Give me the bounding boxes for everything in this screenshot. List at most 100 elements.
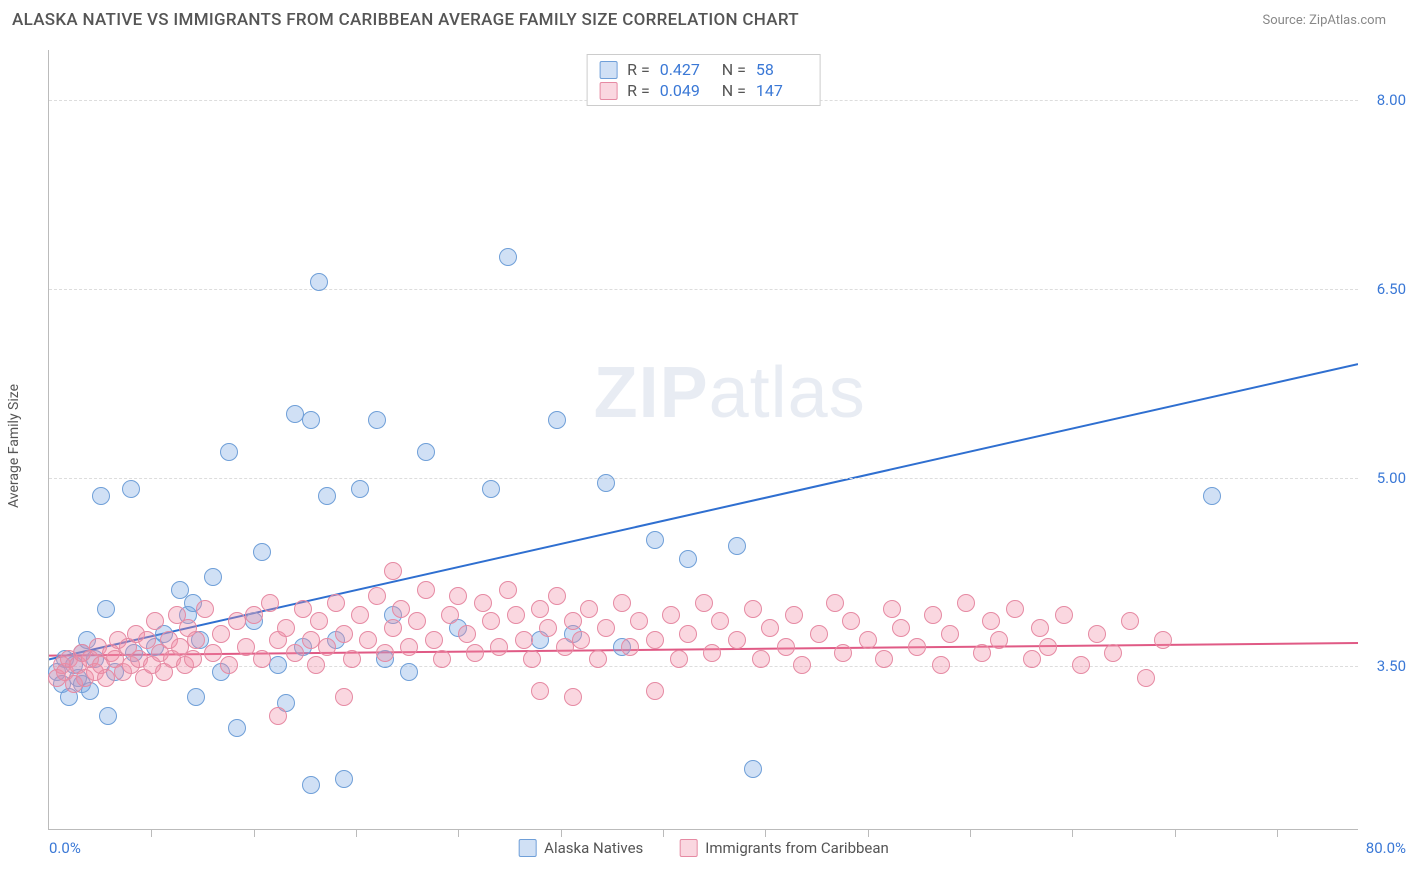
data-point — [883, 600, 901, 618]
data-point — [1023, 650, 1041, 668]
data-point — [269, 656, 287, 674]
data-point — [875, 650, 893, 668]
n-value: 58 — [756, 60, 808, 79]
x-tick — [151, 829, 152, 837]
data-point — [458, 625, 476, 643]
x-tick — [561, 829, 562, 837]
y-tick-label: 6.50 — [1362, 280, 1406, 298]
data-point — [548, 587, 566, 605]
r-label: R = — [627, 81, 650, 100]
data-point — [531, 682, 549, 700]
data-point — [196, 600, 214, 618]
data-point — [228, 719, 246, 737]
data-point — [228, 612, 246, 630]
data-point — [368, 587, 386, 605]
y-tick-label: 5.00 — [1362, 469, 1406, 487]
data-point — [368, 411, 386, 429]
data-point — [982, 612, 1000, 630]
data-point — [97, 669, 115, 687]
data-point — [957, 594, 975, 612]
data-point — [1072, 656, 1090, 674]
y-axis-title: Average Family Size — [6, 384, 22, 508]
data-point — [302, 776, 320, 794]
data-point — [1104, 644, 1122, 662]
data-point — [482, 480, 500, 498]
data-point — [474, 594, 492, 612]
data-point — [327, 594, 345, 612]
x-tick — [1175, 829, 1176, 837]
data-point — [359, 631, 377, 649]
legend-stat-row: R =0.427N =58 — [599, 59, 808, 80]
data-point — [703, 644, 721, 662]
data-point — [441, 606, 459, 624]
data-point — [646, 531, 664, 549]
data-point — [597, 474, 615, 492]
data-point — [204, 644, 222, 662]
data-point — [1031, 619, 1049, 637]
data-point — [122, 480, 140, 498]
chart-header: ALASKA NATIVE VS IMMIGRANTS FROM CARIBBE… — [0, 0, 1406, 36]
data-point — [1121, 612, 1139, 630]
data-point — [990, 631, 1008, 649]
data-point — [761, 619, 779, 637]
data-point — [253, 543, 271, 561]
data-point — [302, 411, 320, 429]
data-point — [97, 600, 115, 618]
data-point — [490, 638, 508, 656]
correlation-legend: R =0.427N =58R =0.049N =147 — [586, 54, 821, 106]
data-point — [212, 625, 230, 643]
data-point — [335, 770, 353, 788]
data-point — [728, 631, 746, 649]
x-axis-max-label: 80.0% — [1366, 839, 1406, 857]
legend-swatch — [599, 61, 617, 79]
x-tick — [970, 829, 971, 837]
watermark-logo: ZIPatlas — [594, 352, 866, 434]
series-legend: Alaska NativesImmigrants from Caribbean — [518, 839, 889, 857]
data-point — [564, 688, 582, 706]
data-point — [785, 606, 803, 624]
data-point — [417, 581, 435, 599]
data-point — [146, 612, 164, 630]
data-point — [384, 619, 402, 637]
data-point — [621, 638, 639, 656]
r-value: 0.049 — [660, 81, 712, 100]
data-point — [531, 600, 549, 618]
data-point — [245, 606, 263, 624]
data-point — [187, 688, 205, 706]
legend-swatch — [518, 839, 536, 857]
data-point — [908, 638, 926, 656]
data-point — [973, 644, 991, 662]
data-point — [269, 707, 287, 725]
data-point — [408, 612, 426, 630]
data-point — [589, 650, 607, 668]
data-point — [679, 550, 697, 568]
data-point — [744, 760, 762, 778]
data-point — [204, 568, 222, 586]
data-point — [466, 644, 484, 662]
x-tick — [254, 829, 255, 837]
data-point — [597, 619, 615, 637]
data-point — [253, 650, 271, 668]
data-point — [630, 612, 648, 630]
data-point — [728, 537, 746, 555]
data-point — [482, 612, 500, 630]
data-point — [449, 587, 467, 605]
x-tick — [1072, 829, 1073, 837]
data-point — [695, 594, 713, 612]
x-tick — [458, 829, 459, 837]
data-point — [335, 625, 353, 643]
data-point — [793, 656, 811, 674]
data-point — [286, 405, 304, 423]
data-point — [556, 638, 574, 656]
scatter-chart: ZIPatlas R =0.427N =58R =0.049N =147 0.0… — [48, 50, 1358, 830]
data-point — [302, 631, 320, 649]
data-point — [425, 631, 443, 649]
data-point — [1203, 487, 1221, 505]
source-attribution: Source: ZipAtlas.com — [1262, 13, 1386, 28]
data-point — [932, 656, 950, 674]
legend-item: Immigrants from Caribbean — [679, 839, 889, 857]
data-point — [433, 650, 451, 668]
x-tick — [356, 829, 357, 837]
data-point — [92, 487, 110, 505]
x-axis-min-label: 0.0% — [49, 839, 81, 857]
